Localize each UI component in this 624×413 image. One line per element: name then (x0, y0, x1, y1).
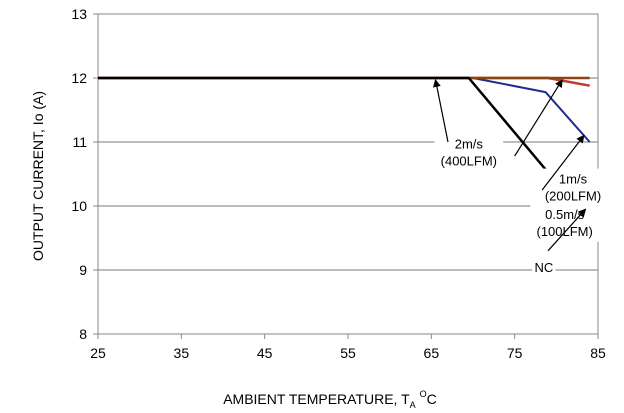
y-tick-label: 11 (72, 134, 87, 150)
x-tick-label: 45 (257, 345, 273, 361)
x-tick-label: 85 (590, 345, 606, 361)
annotation-1: 2m/s (400LFM) (432, 78, 504, 172)
y-tick-label: 10 (71, 198, 87, 214)
annotation-text: 0.5m/s (545, 207, 585, 222)
series-line-4 (98, 76, 591, 223)
annotation-arrow (514, 79, 563, 157)
plot-area (97, 13, 599, 335)
y-tick-label: 13 (71, 6, 87, 22)
annotation-text: 1m/s (559, 172, 588, 187)
grid-lines (98, 77, 598, 271)
annotation-2: 1m/s (200LFM) (514, 79, 608, 207)
x-tick-label: 25 (90, 345, 106, 361)
annotation-arrow (541, 134, 585, 191)
y-tick-label: 12 (71, 70, 87, 86)
annotation-text: (200LFM) (545, 189, 601, 204)
annotation-background (434, 133, 504, 172)
x-tick-label: 35 (174, 345, 190, 361)
annotation-arrow (432, 78, 449, 143)
x-axis-title: AMBIENT TEMPERATURE, TAOC (223, 389, 437, 410)
series-group (98, 76, 591, 223)
annotation-text: 2m/s (455, 136, 484, 151)
annotation-3: 0.5m/s (100LFM) (530, 134, 600, 242)
x-tick-labels: 25 35 45 55 65 75 85 (90, 334, 606, 361)
y-tick-labels: 8 9 10 11 12 13 (71, 6, 98, 342)
annotations-group: 2m/s (400LFM) 1m/s (200LFM) 0.5m/s (100LFM) NC (432, 78, 608, 278)
y-tick-label: 8 (79, 326, 87, 342)
y-axis-title: OUTPUT CURRENT, Io (A) (30, 91, 46, 261)
annotation-background (530, 203, 600, 242)
annotation-text: (100LFM) (536, 224, 592, 239)
annotation-text: NC (534, 260, 553, 275)
annotation-background (532, 256, 556, 278)
x-tick-label: 65 (424, 345, 440, 361)
x-tick-label: 75 (507, 345, 523, 361)
annotation-4: NC (532, 208, 587, 278)
annotation-text: (400LFM) (441, 153, 497, 168)
x-tick-label: 55 (340, 345, 356, 361)
annotation-background (538, 168, 608, 207)
y-tick-label: 9 (79, 262, 87, 278)
annotation-arrow (547, 208, 587, 252)
